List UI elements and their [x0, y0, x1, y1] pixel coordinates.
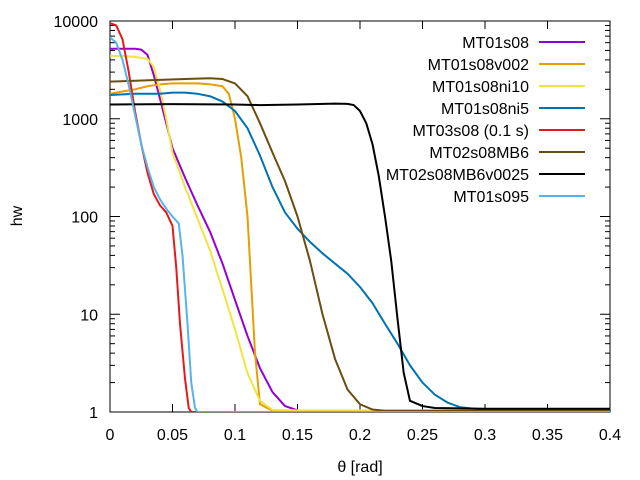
y-tick-label: 10000 [54, 14, 99, 31]
series-line-3 [110, 54, 610, 412]
legend-label-4: MT01s08ni5 [441, 101, 529, 118]
x-axis-label: θ [rad] [337, 459, 382, 476]
axes: 0 0.05 0.1 0.15 0.2 0.25 0.3 0.35 0.4 1 10 100 1000 1… [54, 14, 622, 444]
y-tick-label: 1000 [62, 112, 98, 129]
series-line-4 [110, 91, 610, 411]
x-tick-label: 0 [106, 427, 115, 444]
x-tick-label: 0.4 [599, 427, 621, 444]
series-line-6 [110, 77, 610, 412]
series-line-5 [110, 22, 610, 412]
legend-label-2: MT01s08v002 [428, 57, 529, 74]
y-tick-label: 100 [71, 210, 98, 227]
legend-label-7: MT02s08MB6v0025 [386, 167, 529, 184]
legend-label-3: MT01s08ni10 [432, 79, 529, 96]
y-tick-label: 10 [80, 307, 98, 324]
series-line-7 [110, 102, 610, 410]
series-layer [110, 22, 610, 412]
x-tick-label: 0.35 [532, 427, 563, 444]
x-tick-label: 0.05 [157, 427, 188, 444]
series-line-1 [110, 47, 610, 412]
legend-label-6: MT02s08MB6 [429, 145, 529, 162]
legend-label-1: MT01s08 [462, 35, 529, 52]
legend: MT01s08 MT01s08v002 MT01s08ni10 MT01s08ni5 M… [386, 35, 585, 206]
legend-label-5: MT03s08 (0.1 s) [413, 123, 529, 140]
x-tick-label: 0.2 [349, 427, 371, 444]
x-tick-label: 0.15 [282, 427, 313, 444]
series-line-8 [110, 36, 610, 412]
legend-label-8: MT01s095 [453, 189, 529, 206]
y-tick-label: 1 [89, 405, 98, 422]
x-tick-label: 0.3 [474, 427, 496, 444]
x-tick-label: 0.25 [407, 427, 438, 444]
x-tick-label: 0.1 [224, 427, 246, 444]
series-line-2 [110, 82, 610, 412]
y-axis-label: hw [9, 205, 26, 226]
